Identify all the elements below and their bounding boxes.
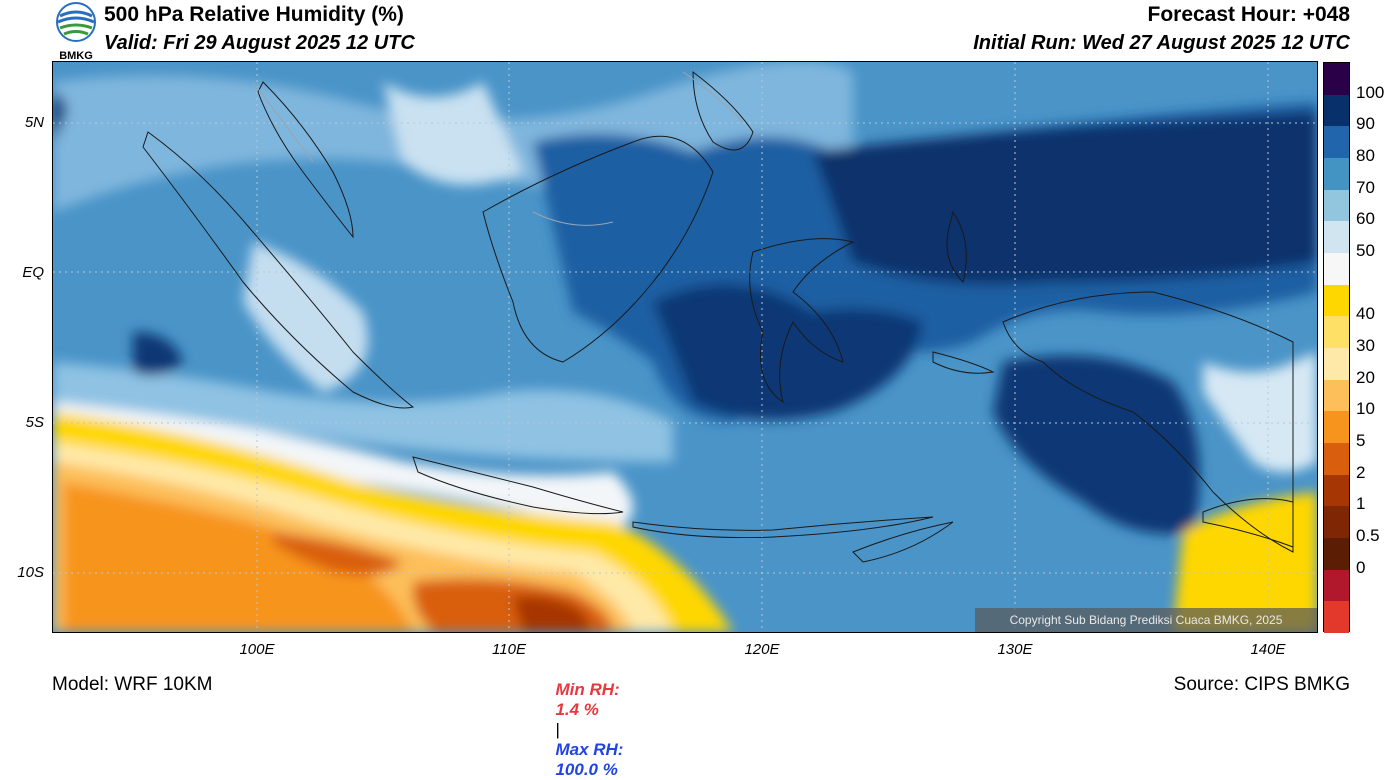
colorbar-segment	[1324, 601, 1349, 634]
source-label: Source: CIPS BMKG	[1173, 674, 1350, 695]
map-frame	[52, 61, 1318, 633]
colorbar-label: 30	[1356, 336, 1375, 355]
colorbar-segment	[1324, 284, 1349, 317]
colorbar-label: 0	[1356, 557, 1366, 577]
lon-label-110e: 110E	[492, 641, 526, 658]
lon-label-120e: 120E	[744, 641, 780, 658]
colorbar-label: 10	[1356, 399, 1375, 419]
colorbar-label: 60	[1356, 209, 1375, 229]
coastlines	[142, 70, 1294, 563]
bmkg-logo: BMKG	[52, 2, 100, 62]
colorbar-label: 50	[1356, 241, 1375, 260]
humidity-field	[53, 60, 1317, 632]
colorbar-segment	[1324, 538, 1349, 571]
colorbar-segment	[1324, 221, 1349, 254]
lat-label-eq: EQ	[22, 264, 44, 281]
colorbar-label: 5	[1356, 431, 1366, 450]
lat-label-5n: 5N	[24, 114, 44, 131]
min-rh-label: Min RH:	[555, 680, 620, 699]
colorbar-segment	[1324, 253, 1349, 286]
colorbar-segment	[1324, 569, 1349, 602]
colorbar-label: 0.5	[1356, 526, 1380, 545]
colorbar-label: 70	[1356, 177, 1375, 197]
forecast-hour: Forecast Hour: +048	[1147, 3, 1351, 26]
colorbar-label: 40	[1356, 304, 1375, 324]
lon-label-130e: 130E	[997, 641, 1033, 658]
max-rh-value: 100.0 %	[555, 760, 618, 779]
lat-label-10s: 10S	[17, 564, 44, 581]
colorbar-segment	[1324, 443, 1349, 476]
min-rh-value: 1.4 %	[555, 700, 599, 719]
borders	[252, 71, 744, 226]
model-label: Model: WRF 10KM	[52, 674, 213, 695]
colorbar-segment	[1324, 506, 1349, 539]
colorbar-label: 80	[1356, 146, 1375, 165]
lon-label-100e: 100E	[239, 641, 275, 658]
colorbar-segment	[1324, 474, 1349, 507]
colorbar-segment	[1324, 316, 1349, 349]
colorbar-segment	[1324, 189, 1349, 222]
colorbar-label: 100	[1356, 82, 1385, 102]
colorbar-segment	[1324, 126, 1349, 159]
colorbar-label: 20	[1356, 367, 1375, 387]
stats-separator: |	[555, 720, 560, 739]
valid-time: Valid: Fri 29 August 2025 12 UTC	[104, 32, 415, 54]
lon-label-140e: 140E	[1250, 641, 1286, 658]
colorbar-segment	[1324, 158, 1349, 191]
colorbar-segment	[1324, 379, 1349, 412]
colorbar-label: 90	[1356, 114, 1375, 134]
initial-run: Initial Run: Wed 27 August 2025 12 UTC	[973, 32, 1350, 54]
colorbar-segment	[1324, 94, 1349, 127]
humidity-map: Copyright Sub Bidang Prediksi Cuaca BMKG…	[53, 60, 1317, 632]
rh-stats: Min RH: 1.4 % | Max RH: 100.0 %	[546, 660, 623, 780]
colorbar-segment	[1324, 63, 1349, 96]
logo-text: BMKG	[59, 50, 93, 62]
copyright-notice: Copyright Sub Bidang Prediksi Cuaca BMKG…	[975, 608, 1317, 632]
lat-label-5s: 5S	[25, 414, 44, 431]
map-title: 500 hPa Relative Humidity (%)	[104, 3, 404, 26]
colorbar-label: 2	[1356, 462, 1366, 482]
colorbar-segment	[1324, 411, 1349, 444]
colorbar-label: 1	[1356, 494, 1366, 514]
bmkg-logo-icon	[56, 2, 96, 42]
colorbar	[1323, 62, 1350, 634]
max-rh-label: Max RH:	[555, 740, 624, 759]
colorbar-segment	[1324, 348, 1349, 381]
